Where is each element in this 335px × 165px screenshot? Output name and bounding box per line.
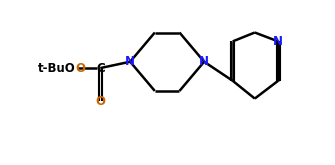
Text: N: N: [199, 55, 209, 68]
Text: O: O: [76, 62, 86, 75]
Text: N: N: [273, 35, 283, 48]
Text: t-BuO: t-BuO: [38, 62, 76, 75]
Text: C: C: [96, 62, 105, 75]
Text: O: O: [95, 95, 105, 108]
Text: N: N: [125, 55, 135, 68]
